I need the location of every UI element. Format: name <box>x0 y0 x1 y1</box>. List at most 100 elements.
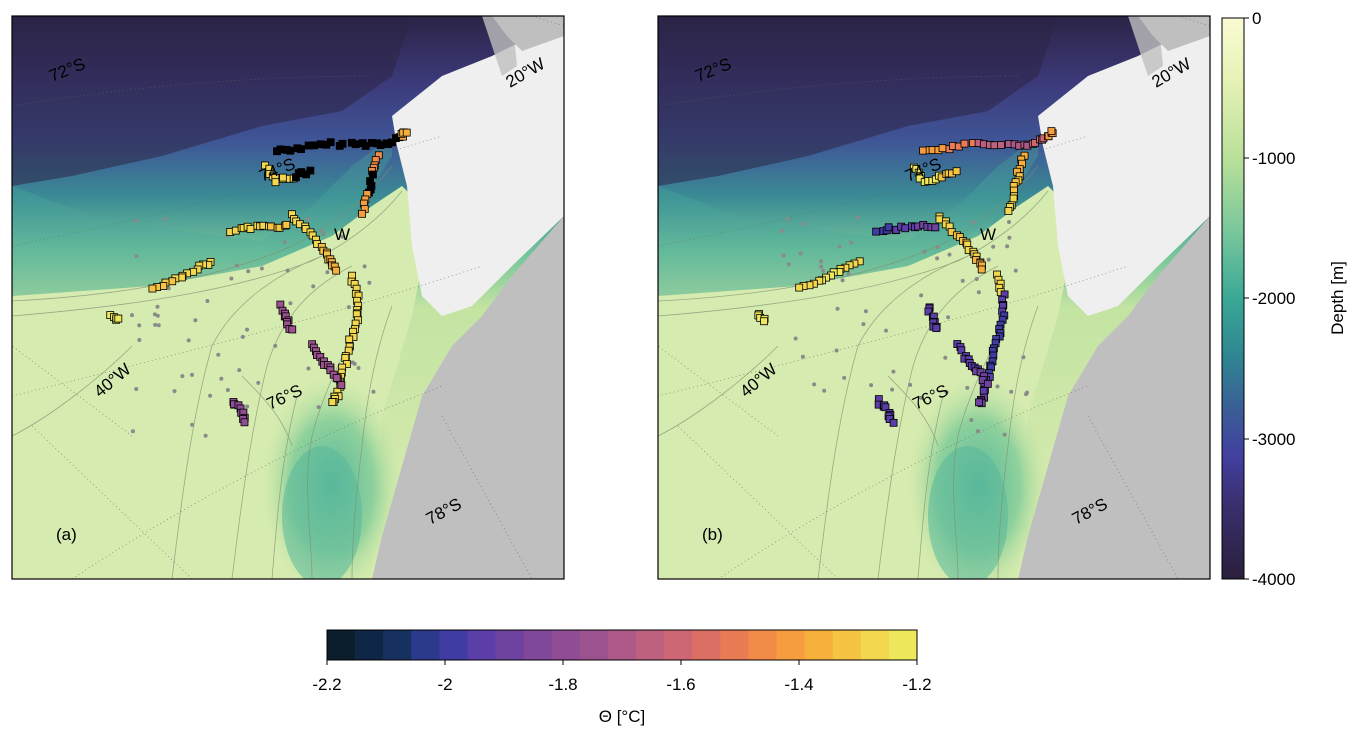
station-marker <box>177 273 186 282</box>
track-dot <box>133 219 138 224</box>
track-dot <box>180 374 185 379</box>
track-dot <box>245 327 250 332</box>
track-dot <box>991 244 996 249</box>
theta-swatch <box>411 630 440 660</box>
track-dot <box>240 334 245 339</box>
station-marker <box>997 141 1005 149</box>
theta-tick-4: -1.4 <box>784 675 813 694</box>
track-dot <box>946 315 951 320</box>
lon-label-30-a: W <box>334 225 350 244</box>
track-dot <box>156 323 161 328</box>
station-marker <box>935 215 944 224</box>
track-dot <box>1021 355 1026 360</box>
track-dot <box>208 393 213 398</box>
track-dot <box>311 284 316 289</box>
theta-swatch <box>467 630 497 660</box>
track-dot <box>971 219 976 224</box>
track-dot <box>819 259 824 264</box>
track-dot <box>246 269 251 274</box>
track-dot <box>367 280 372 285</box>
theta-swatch <box>579 630 609 660</box>
track-dot <box>285 268 290 273</box>
station-marker <box>931 223 940 232</box>
track-dot <box>172 389 177 394</box>
track-dot <box>137 338 142 343</box>
station-marker <box>388 138 396 147</box>
theta-swatch <box>495 630 525 660</box>
track-dot <box>203 433 208 438</box>
theta-colorbar-label: Θ [°C] <box>599 707 645 726</box>
track-dot <box>837 244 842 249</box>
track-dot <box>282 240 287 245</box>
track-dot <box>256 380 261 385</box>
track-dot <box>849 240 854 245</box>
station-marker <box>288 325 297 334</box>
track-dot <box>356 365 361 370</box>
theta-swatch <box>551 630 581 660</box>
station-markers-a <box>106 128 411 438</box>
track-dot <box>216 352 221 357</box>
track-dot <box>995 384 1000 389</box>
track-dot <box>819 264 824 269</box>
track-dot <box>190 372 195 377</box>
station-marker <box>358 209 366 218</box>
track-dot <box>245 404 250 409</box>
track-dot <box>205 298 210 303</box>
depth-tick-1000: -1000 <box>1252 149 1295 168</box>
track-dot <box>321 232 326 237</box>
depth-tick-2000: -2000 <box>1252 289 1295 308</box>
station-marker <box>889 418 898 427</box>
track-dot <box>155 313 160 318</box>
station-marker <box>960 139 969 148</box>
track-dot <box>969 417 974 422</box>
theta-swatch <box>720 630 749 660</box>
theta-tick-0: -2.2 <box>312 675 341 694</box>
station-marker <box>328 398 337 407</box>
track-dot <box>855 215 860 220</box>
track-dot <box>340 234 345 239</box>
depth-tick-3000: -3000 <box>1252 430 1295 449</box>
theta-swatch <box>355 630 384 660</box>
map-panel-a: 72°S 74°S 76°S 78°S 20°W W 40°W (a) <box>11 15 565 580</box>
track-dot <box>919 293 924 298</box>
theta-tick-5: -1.2 <box>902 675 931 694</box>
track-dot <box>1009 389 1014 394</box>
track-dot <box>922 249 927 254</box>
track-dot <box>237 368 242 373</box>
track-dot <box>134 386 139 391</box>
station-marker <box>306 166 315 175</box>
station-marker <box>938 144 947 153</box>
theta-swatch <box>804 630 834 660</box>
track-dot <box>919 395 924 400</box>
station-marker <box>932 324 941 333</box>
station-marker <box>326 138 335 147</box>
station-marker <box>345 335 354 344</box>
station-marker <box>977 265 986 274</box>
station-marker <box>402 128 411 137</box>
track-dot <box>947 252 952 257</box>
track-dot <box>974 276 979 281</box>
track-dot <box>960 278 965 283</box>
station-markers-b <box>754 127 1057 437</box>
track-dot <box>840 278 845 283</box>
track-dot <box>306 366 311 371</box>
track-dot <box>975 429 980 434</box>
theta-swatch <box>439 630 468 660</box>
theta-tick-2: -1.8 <box>548 675 577 694</box>
track-dot <box>869 383 874 388</box>
station-marker <box>1009 194 1018 203</box>
station-marker <box>952 167 961 176</box>
track-dot <box>259 266 264 271</box>
track-dot <box>371 389 376 394</box>
track-dot <box>130 313 135 318</box>
station-marker <box>795 283 804 292</box>
track-dot <box>822 388 827 393</box>
station-marker <box>332 266 341 275</box>
station-marker <box>337 381 346 389</box>
track-dot <box>155 304 160 309</box>
station-marker <box>901 224 910 233</box>
station-marker <box>760 317 768 326</box>
track-dot <box>134 254 139 259</box>
track-dot <box>306 217 311 222</box>
